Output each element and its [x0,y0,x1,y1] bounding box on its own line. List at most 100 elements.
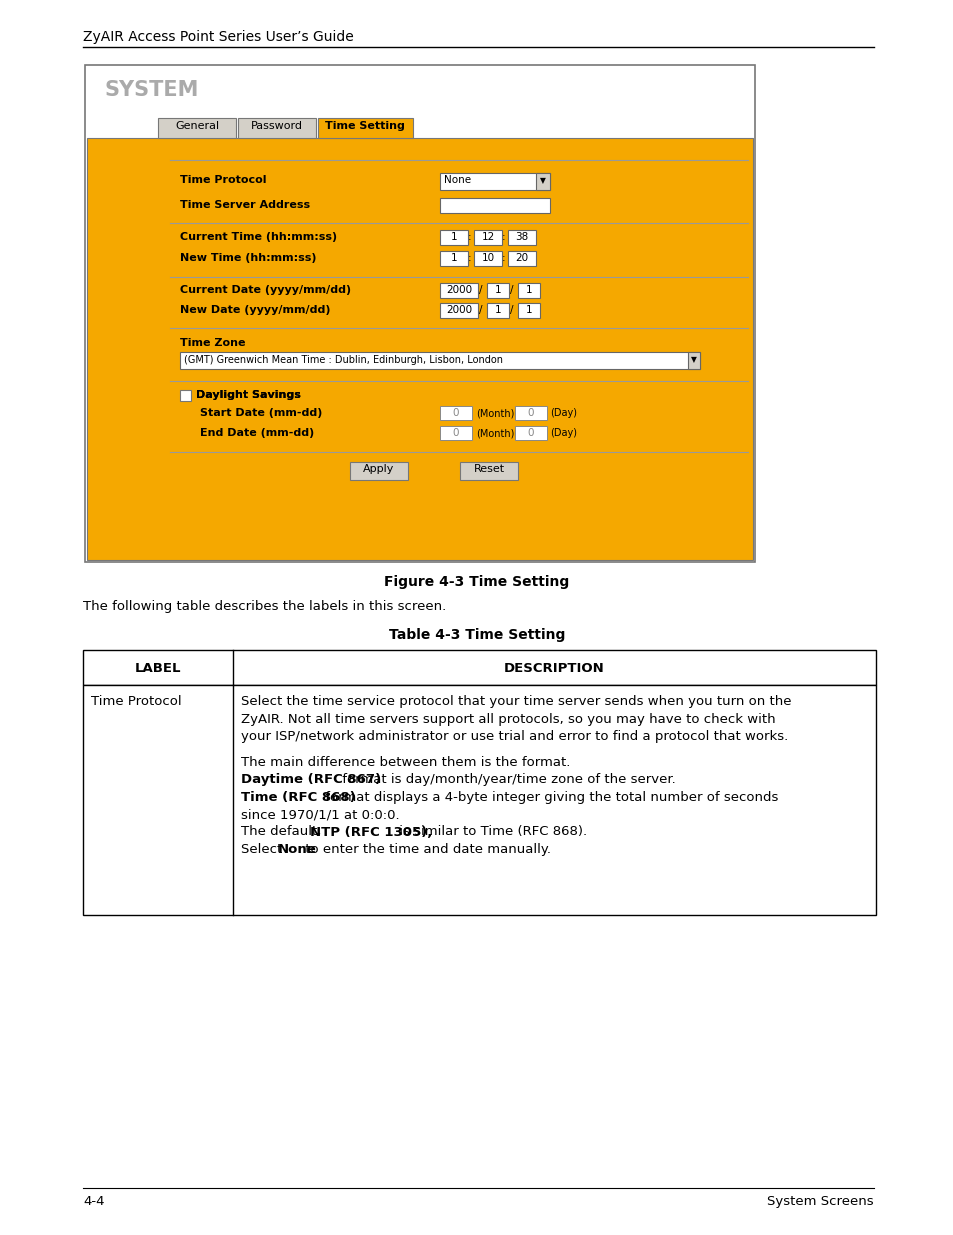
Text: Select the time service protocol that your time server sends when you turn on th: Select the time service protocol that yo… [241,695,791,708]
Bar [180,390,191,401]
Text: Reset: Reset [473,464,504,474]
Text: Time Server Address: Time Server Address [180,200,310,210]
Bar [474,251,501,266]
Text: DESCRIPTION: DESCRIPTION [503,662,604,674]
Bar [439,230,468,245]
Text: ZyAIR. Not all time servers support all protocols, so you may have to check with: ZyAIR. Not all time servers support all … [241,713,775,725]
Text: 1: 1 [495,305,500,315]
Text: 38: 38 [515,232,528,242]
Text: ▼: ▼ [690,356,697,364]
Text: 1: 1 [450,232,456,242]
Bar [439,303,477,317]
Bar [83,685,875,915]
Text: your ISP/network administrator or use trial and error to find a protocol that wo: your ISP/network administrator or use tr… [241,730,787,743]
Bar [439,426,472,440]
Text: Time Protocol: Time Protocol [180,175,266,185]
Text: Password: Password [251,121,303,131]
Bar [687,352,700,369]
Text: 4-4: 4-4 [83,1195,105,1208]
Bar [474,230,501,245]
Text: New Time (hh:mm:ss): New Time (hh:mm:ss) [180,253,316,263]
Text: Table 4-3 Time Setting: Table 4-3 Time Setting [389,629,564,642]
Text: End Date (mm-dd): End Date (mm-dd) [200,429,314,438]
Text: 20: 20 [515,253,528,263]
Text: LABEL: LABEL [134,662,181,674]
Text: None: None [277,844,316,856]
Bar [83,650,875,685]
Text: 0: 0 [527,408,534,417]
Bar [439,173,550,190]
Text: :: : [468,253,472,263]
Bar [237,119,315,138]
Text: The default,: The default, [241,825,325,839]
Bar [85,65,754,562]
Bar [536,173,550,190]
Bar [507,230,536,245]
Bar [486,283,509,298]
Bar [507,251,536,266]
Text: 10: 10 [481,253,494,263]
Bar [158,119,235,138]
Text: (Month): (Month) [476,408,514,417]
Text: /: / [478,285,482,295]
Text: Start Date (mm-dd): Start Date (mm-dd) [200,408,322,417]
Bar [459,462,517,480]
Text: 1: 1 [495,285,500,295]
Text: 1: 1 [525,285,532,295]
Bar [439,251,468,266]
Text: 1: 1 [450,253,456,263]
Text: Time Protocol: Time Protocol [91,695,181,708]
Text: is similar to Time (RFC 868).: is similar to Time (RFC 868). [395,825,586,839]
Text: (Day): (Day) [550,429,577,438]
Text: 2000: 2000 [445,305,472,315]
Text: Daytime (RFC 867): Daytime (RFC 867) [241,773,381,785]
Text: Select: Select [241,844,286,856]
Text: 0: 0 [453,429,458,438]
Text: System Screens: System Screens [766,1195,873,1208]
Text: Daylight Savings: Daylight Savings [195,390,300,400]
Text: General: General [174,121,219,131]
Text: /: / [510,285,514,295]
Text: /: / [510,305,514,315]
Text: :: : [501,253,505,263]
Text: format displays a 4-byte integer giving the total number of seconds: format displays a 4-byte integer giving … [320,790,778,804]
Bar [439,198,550,212]
Text: /: / [478,305,482,315]
Bar [180,352,700,369]
Text: Current Time (hh:mm:ss): Current Time (hh:mm:ss) [180,232,336,242]
Bar [515,426,546,440]
Text: 12: 12 [481,232,494,242]
Text: format is day/month/year/time zone of the server.: format is day/month/year/time zone of th… [337,773,675,785]
Bar [517,283,539,298]
Text: Apply: Apply [363,464,395,474]
Text: ZyAIR Access Point Series User’s Guide: ZyAIR Access Point Series User’s Guide [83,30,354,44]
Text: New Date (yyyy/mm/dd): New Date (yyyy/mm/dd) [180,305,330,315]
Text: :: : [468,232,472,242]
Text: NTP (RFC 1305),: NTP (RFC 1305), [309,825,432,839]
Text: ▼: ▼ [539,177,545,185]
Text: 0: 0 [453,408,458,417]
Text: Time (RFC 868): Time (RFC 868) [241,790,355,804]
Text: SYSTEM: SYSTEM [105,80,199,100]
Bar [350,462,408,480]
Text: The main difference between them is the format.: The main difference between them is the … [241,756,570,768]
Text: :: : [501,232,505,242]
Text: 2000: 2000 [445,285,472,295]
Text: to enter the time and date manually.: to enter the time and date manually. [300,844,550,856]
Bar [317,119,413,138]
Bar [439,406,472,420]
Text: (Month): (Month) [476,429,514,438]
Bar [517,303,539,317]
Text: 1: 1 [525,305,532,315]
Text: Figure 4-3 Time Setting: Figure 4-3 Time Setting [384,576,569,589]
Bar [486,303,509,317]
Bar [515,406,546,420]
Text: Daylight Savings: Daylight Savings [195,390,300,400]
Text: The following table describes the labels in this screen.: The following table describes the labels… [83,600,446,613]
Text: None: None [443,175,471,185]
Text: (Day): (Day) [550,408,577,417]
Text: Time Setting: Time Setting [325,121,404,131]
Bar [87,138,752,559]
Text: Time Zone: Time Zone [180,338,245,348]
Text: (GMT) Greenwich Mean Time : Dublin, Edinburgh, Lisbon, London: (GMT) Greenwich Mean Time : Dublin, Edin… [184,354,502,366]
